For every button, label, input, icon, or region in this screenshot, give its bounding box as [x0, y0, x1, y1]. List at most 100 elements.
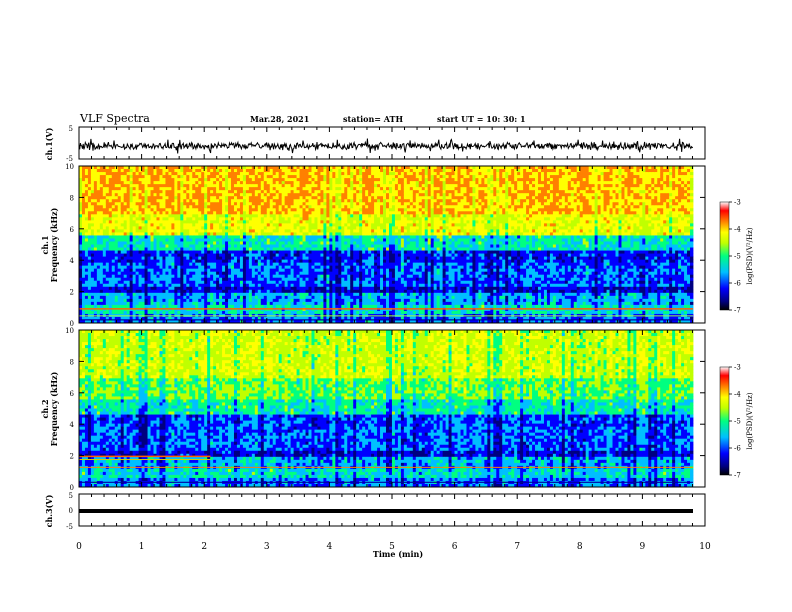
spectrogram-cell — [323, 235, 326, 238]
spectrogram-cell — [234, 184, 237, 187]
spectrogram-cell — [106, 299, 109, 302]
spectrogram-cell — [201, 238, 204, 241]
spectrogram-cell — [204, 205, 207, 208]
spectrogram-cell — [168, 184, 171, 187]
spectrogram-cell — [118, 187, 121, 190]
spectrogram-cell — [133, 193, 136, 196]
spectrogram-cell — [246, 208, 249, 211]
spectrogram-cell — [219, 275, 222, 278]
spectrogram-cell — [79, 302, 82, 305]
spectrogram-cell — [344, 281, 347, 284]
spectrogram-cell — [219, 278, 222, 281]
spectrogram-cell — [353, 278, 356, 281]
spectrogram-cell — [204, 229, 207, 232]
spectrogram-cell — [320, 238, 323, 241]
spectrogram-cell — [219, 184, 222, 187]
spectrogram-cell — [320, 229, 323, 232]
spectrogram-cell — [249, 205, 252, 208]
spectrogram-cell — [142, 272, 145, 275]
spectrogram-cell — [216, 266, 219, 269]
spectrogram-cell — [186, 184, 189, 187]
spectrogram-cell — [249, 238, 252, 241]
spectrogram-cell — [198, 223, 201, 226]
spectrogram-cell — [121, 211, 124, 214]
spectrogram-cell — [258, 181, 261, 184]
spectrogram-cell — [106, 311, 109, 314]
spectrogram-cell — [97, 293, 100, 296]
spectrogram-cell — [154, 305, 157, 308]
spectrogram-cell — [243, 172, 246, 175]
spectrogram-cell — [317, 217, 320, 220]
spectrogram-cell — [225, 245, 228, 248]
spectrogram-cell — [362, 196, 365, 199]
spectrogram-cell — [115, 211, 118, 214]
spectrogram-cell — [306, 220, 309, 223]
spectrogram-cell — [243, 184, 246, 187]
spectrogram-cell — [356, 214, 359, 217]
spectrogram-cell — [88, 257, 91, 260]
spectrogram-cell — [261, 260, 264, 263]
spectrogram-cell — [127, 232, 130, 235]
spectrogram-cell — [219, 172, 222, 175]
spectrogram-cell — [204, 208, 207, 211]
spectrogram-cell — [341, 205, 344, 208]
spectrogram-cell — [88, 175, 91, 178]
spectrogram-cell — [201, 305, 204, 308]
spectrogram-cell — [353, 311, 356, 314]
spectrogram-cell — [225, 202, 228, 205]
spectrogram-cell — [148, 299, 151, 302]
spectrogram-cell — [359, 278, 362, 281]
spectrogram-cell — [273, 181, 276, 184]
spectrogram-cell — [204, 293, 207, 296]
spectrogram-cell — [159, 275, 162, 278]
spectrogram-cell — [148, 248, 151, 251]
spectrogram-cell — [183, 296, 186, 299]
spectrogram-cell — [189, 251, 192, 254]
spectrogram-cell — [338, 181, 341, 184]
spectrogram-cell — [264, 263, 267, 266]
spectrogram-cell — [285, 263, 288, 266]
spectrogram-cell — [171, 263, 174, 266]
spectrogram-cell — [261, 248, 264, 251]
spectrogram-cell — [133, 245, 136, 248]
spectrogram-cell — [97, 223, 100, 226]
spectrogram-cell — [270, 296, 273, 299]
spectrogram-cell — [297, 278, 300, 281]
spectrogram-cell — [344, 260, 347, 263]
spectrogram-cell — [309, 305, 312, 308]
spectrogram-cell — [145, 172, 148, 175]
spectrogram-cell — [88, 235, 91, 238]
spectrogram-cell — [109, 193, 112, 196]
spectrogram-cell — [186, 260, 189, 263]
header-date: Mar.28, 2021 — [250, 114, 309, 124]
spectrogram-cell — [94, 254, 97, 257]
spectrogram-cell — [91, 172, 94, 175]
spectrogram-cell — [303, 226, 306, 229]
spectrogram-cell — [127, 290, 130, 293]
spectrogram-cell — [314, 229, 317, 232]
spectrogram-cell — [121, 263, 124, 266]
spectrogram-cell — [168, 263, 171, 266]
spectrogram-cell — [335, 241, 338, 244]
spectrogram-cell — [350, 172, 353, 175]
spectrogram-cell — [136, 302, 139, 305]
spectrogram-cell — [311, 290, 314, 293]
spectrogram-cell — [127, 263, 130, 266]
spectrogram-cell — [282, 181, 285, 184]
spectrogram-cell — [222, 175, 225, 178]
spectrogram-cell — [157, 254, 160, 257]
spectrogram-cell — [189, 299, 192, 302]
spectrogram-cell — [255, 178, 258, 181]
spectrogram-cell — [249, 275, 252, 278]
spectrogram-cell — [276, 287, 279, 290]
spectrogram-cell — [225, 169, 228, 172]
spectrogram-cell — [311, 199, 314, 202]
spectrogram-cell — [303, 260, 306, 263]
spectrogram-cell — [317, 208, 320, 211]
spectrogram-cell — [165, 205, 168, 208]
spectrogram-cell — [109, 172, 112, 175]
spectrogram-cell — [329, 269, 332, 272]
spectrogram-cell — [216, 229, 219, 232]
spectrogram-cell — [276, 169, 279, 172]
spectrogram-cell — [297, 311, 300, 314]
